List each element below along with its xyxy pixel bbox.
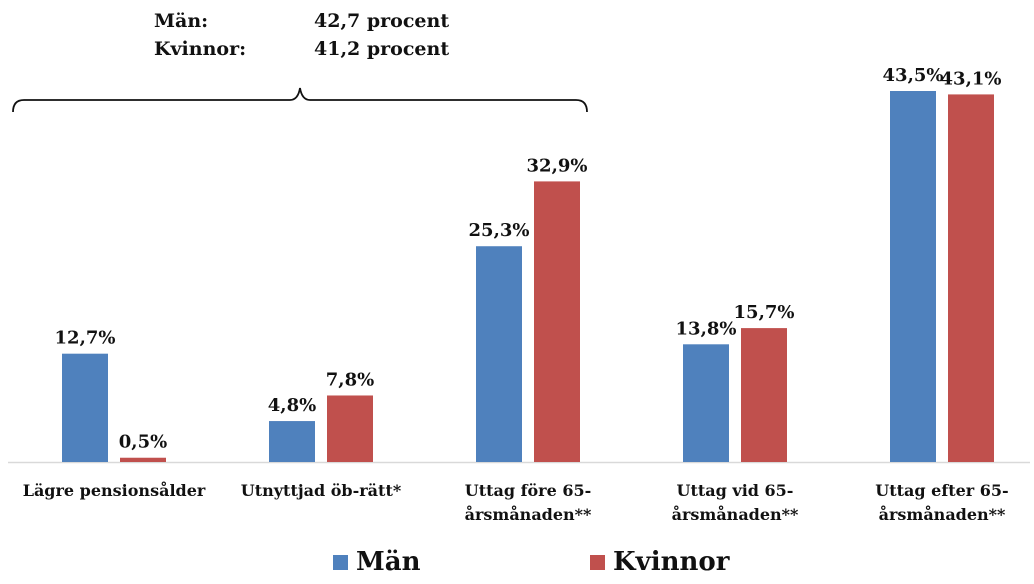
bar-men-1 [269, 421, 315, 462]
summary-men-label: Män: [154, 10, 209, 32]
bar-women-3 [741, 328, 787, 462]
bar-men-0 [62, 353, 108, 462]
category-label-3-1: årsmånaden** [672, 504, 799, 524]
value-label-men-0: 12,7% [55, 328, 116, 349]
bar-women-1 [327, 395, 373, 462]
legend-item-men: Män [333, 547, 421, 577]
value-label-men-2: 25,3% [469, 220, 530, 241]
value-label-women-1: 7,8% [326, 369, 374, 390]
category-label-4-0: Uttag efter 65- [875, 481, 1008, 500]
bar-men-2 [476, 246, 522, 462]
legend-label-women: Kvinnor [613, 547, 730, 577]
bar-women-2 [534, 181, 580, 462]
value-label-women-2: 32,9% [527, 155, 588, 176]
category-labels-layer: Lägre pensionsålder Utnyttjad öb-rätt* Utt… [23, 480, 1009, 524]
bar-men-4 [890, 91, 936, 462]
grouping-brace [12, 87, 588, 113]
value-label-men-1: 4,8% [268, 395, 316, 416]
value-label-men-3: 13,8% [676, 318, 737, 339]
bar-women-0 [120, 457, 166, 462]
value-label-men-4: 43,5% [883, 65, 944, 86]
value-label-women-4: 43,1% [941, 68, 1002, 89]
legend-swatch-women [590, 554, 605, 570]
value-labels-layer: 12,7% 4,8% 25,3% 13,8% 43,5% 0,5% 7,8% 32,9% 15,… [55, 65, 1002, 453]
legend-label-men: Män [356, 547, 421, 577]
legend-swatch-men [333, 554, 348, 570]
summary-women-label: Kvinnor: [154, 38, 247, 60]
legend-item-women: Kvinnor [590, 547, 730, 577]
summary-women-value: 41,2 procent [314, 38, 450, 60]
value-label-women-3: 15,7% [734, 302, 795, 323]
summary-men-value: 42,7 procent [314, 10, 450, 32]
bars-layer [62, 91, 994, 462]
category-label-0-0: Lägre pensionsålder [23, 480, 206, 500]
legend: Män Kvinnor [0, 547, 1034, 584]
category-label-2-1: årsmånaden** [465, 504, 592, 524]
category-label-2-0: Uttag före 65- [465, 481, 592, 500]
value-label-women-0: 0,5% [119, 432, 167, 453]
bar-men-3 [683, 344, 729, 462]
brace-path [12, 87, 588, 113]
category-label-1-0: Utnyttjad öb-rätt* [241, 481, 402, 500]
category-label-3-0: Uttag vid 65- [677, 481, 794, 500]
category-label-4-1: årsmånaden** [879, 504, 1006, 524]
bar-women-4 [948, 94, 994, 462]
